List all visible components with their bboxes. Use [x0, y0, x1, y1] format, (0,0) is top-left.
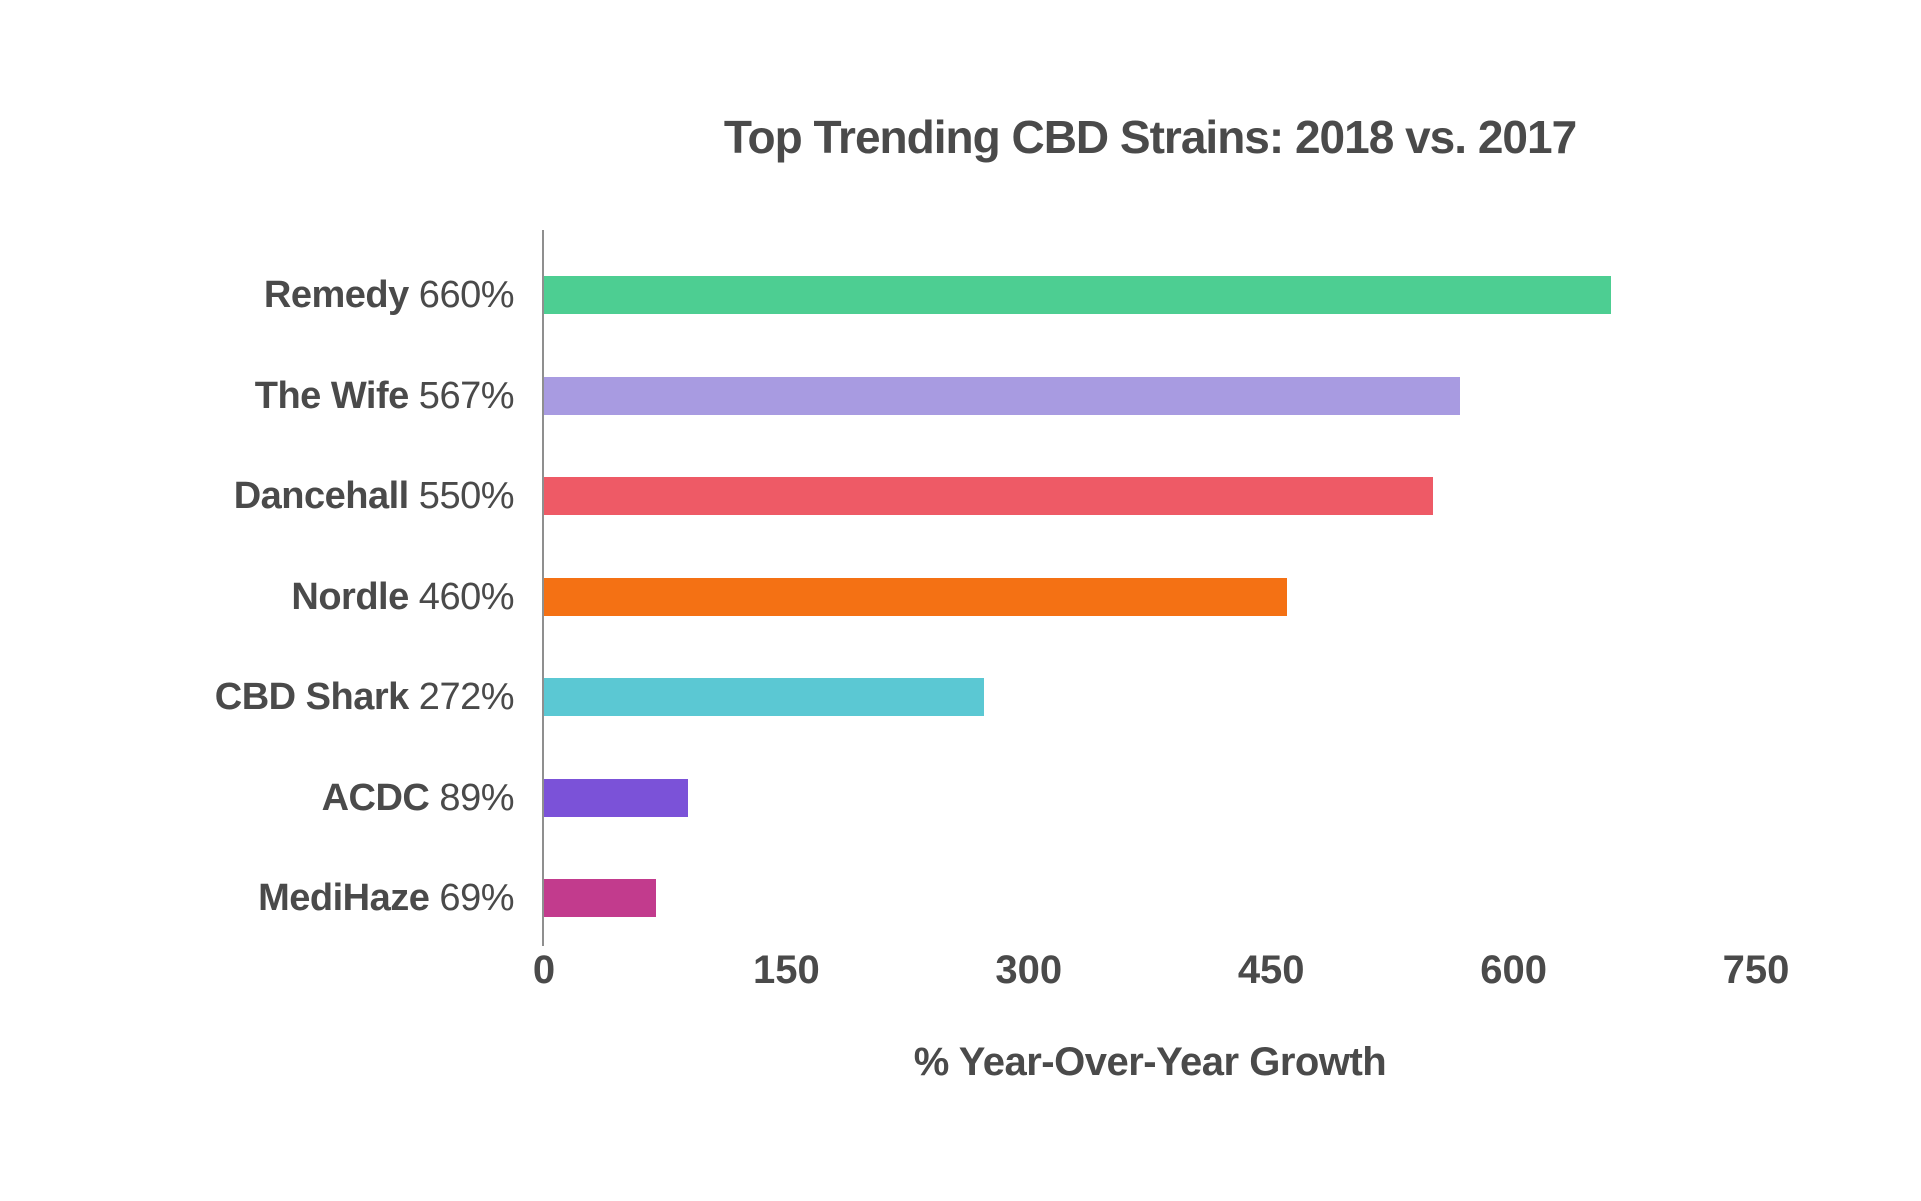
chart-rows: Remedy 660% The Wife 567% Dancehall 550%…: [0, 276, 1921, 917]
chart-row: Remedy 660%: [0, 276, 1921, 314]
category-label: The Wife: [254, 374, 410, 417]
bar: [544, 577, 1288, 616]
x-tick-label: 450: [1237, 948, 1305, 992]
chart-row: MediHaze 69%: [0, 879, 1921, 917]
chart-row: CBD Shark 272%: [0, 678, 1921, 716]
category-label: Nordle: [291, 575, 409, 618]
chart-row: ACDC 89%: [0, 778, 1921, 817]
category-label: ACDC: [321, 776, 430, 819]
row-label: Dancehall 550%: [0, 477, 544, 515]
x-tick-label: 300: [995, 948, 1063, 992]
value-label: 272%: [408, 676, 515, 718]
row-label: MediHaze 69%: [0, 879, 544, 917]
row-label: The Wife 567%: [0, 377, 544, 415]
x-tick-label: 600: [1480, 948, 1547, 992]
category-label: CBD Shark: [214, 676, 410, 718]
bar: [544, 276, 1611, 314]
x-tick-label: 750: [1722, 948, 1790, 992]
value-label: 550%: [408, 475, 515, 517]
x-ticks: 0 150 300 450 600 750: [0, 948, 1921, 998]
value-label: 460%: [408, 575, 515, 618]
x-tick-label: 150: [753, 948, 820, 992]
row-label: ACDC 89%: [0, 779, 544, 817]
chart-row: Dancehall 550%: [0, 477, 1921, 515]
category-label: Remedy: [263, 274, 409, 316]
value-label: 69%: [429, 877, 514, 919]
chart-title: Top Trending CBD Strains: 2018 vs. 2017: [723, 111, 1577, 163]
y-axis-line: [542, 230, 544, 946]
category-label: Dancehall: [233, 475, 410, 517]
value-label: 89%: [429, 776, 514, 819]
chart-row: Nordle 460%: [0, 577, 1921, 616]
bar: [544, 376, 1461, 415]
category-label: MediHaze: [258, 877, 430, 919]
row-label: Nordle 460%: [0, 578, 544, 616]
value-label: 567%: [408, 374, 515, 417]
value-label: 660%: [408, 274, 515, 316]
bar: [544, 879, 656, 917]
chart-row: The Wife 567%: [0, 376, 1921, 415]
row-label: Remedy 660%: [0, 276, 544, 314]
row-label: CBD Shark 272%: [0, 678, 544, 716]
bar: [544, 778, 688, 817]
bar: [544, 678, 984, 716]
x-tick-label: 0: [532, 948, 556, 992]
x-axis-label: % Year-Over-Year Growth: [913, 1040, 1387, 1084]
bar: [544, 477, 1433, 515]
